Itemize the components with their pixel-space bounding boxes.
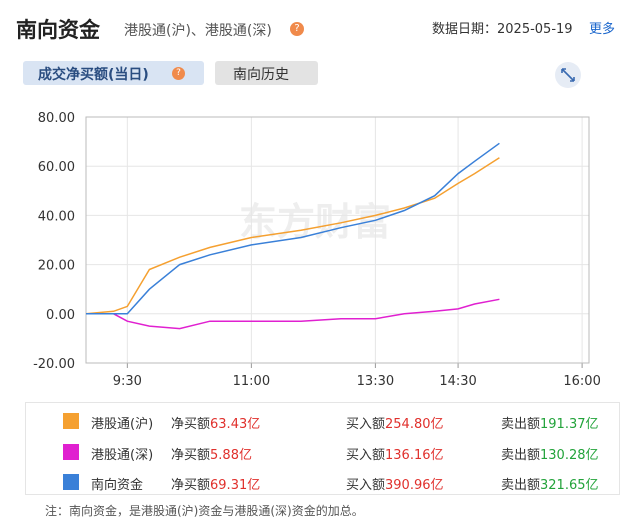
summary-cell: 买入额390.96亿 xyxy=(346,474,444,493)
summary-label: 买入额 xyxy=(346,447,386,463)
summary-value: 321.65亿 xyxy=(540,478,599,493)
y-tick-label: 80.00 xyxy=(38,111,75,126)
subtitle: 港股通(沪)、港股通(深) xyxy=(124,23,272,39)
y-tick-label: -20.00 xyxy=(33,357,75,372)
summary-cell: 净买额5.88亿 xyxy=(171,444,252,463)
summary-value: 63.43亿 xyxy=(210,417,261,432)
legend-swatch xyxy=(63,474,79,490)
summary-cell: 卖出额321.65亿 xyxy=(501,474,599,493)
x-tick-label: 11:00 xyxy=(233,374,270,389)
summary-value: 390.96亿 xyxy=(385,478,444,493)
summary-cell: 净买额69.31亿 xyxy=(171,474,260,493)
y-tick-label: 20.00 xyxy=(38,259,75,274)
summary-cell: 买入额254.80亿 xyxy=(346,413,444,432)
legend-swatch xyxy=(63,413,79,429)
x-tick-label: 16:00 xyxy=(563,374,600,389)
note: 注：南向资金，是港股通(沪)资金与港股通(深)资金的加总。 xyxy=(45,504,364,518)
legend-row: 港股通(沪) 净买额63.43亿 买入额254.80亿 卖出额191.37亿 xyxy=(51,406,638,436)
legend-name: 港股通(深) xyxy=(91,447,154,463)
summary-value: 69.31亿 xyxy=(210,478,261,493)
summary-cell: 净买额63.43亿 xyxy=(171,413,260,432)
date-label: 数据日期：2025-05-19 xyxy=(432,22,573,37)
x-tick-label: 9:30 xyxy=(113,374,142,389)
tab[interactable]: 南向历史 xyxy=(215,61,318,85)
legend-row: 港股通(深) 净买额5.88亿 买入额136.16亿 卖出额130.28亿 xyxy=(51,437,638,467)
x-tick-label: 13:30 xyxy=(357,374,394,389)
summary-label: 净买额 xyxy=(171,447,211,463)
summary-label: 买入额 xyxy=(346,478,386,493)
summary-label: 卖出额 xyxy=(501,447,541,463)
x-tick-label: 14:30 xyxy=(439,374,476,389)
summary-label: 卖出额 xyxy=(501,417,541,432)
summary-value: 5.88亿 xyxy=(210,447,252,463)
series-line xyxy=(86,142,500,315)
help-icon[interactable]: ? xyxy=(172,67,185,80)
summary-label: 买入额 xyxy=(346,417,386,432)
y-tick-label: 60.00 xyxy=(38,160,75,175)
tab-label: 南向历史 xyxy=(233,67,289,83)
legend-name: 南向资金 xyxy=(91,478,144,493)
y-tick-label: 40.00 xyxy=(38,209,75,224)
tab-label: 成交净买额(当日) xyxy=(38,67,149,83)
summary-cell: 卖出额130.28亿 xyxy=(501,444,599,463)
legend-row: 南向资金 净买额69.31亿 买入额390.96亿 卖出额321.65亿 xyxy=(51,467,638,497)
summary-label: 净买额 xyxy=(171,417,211,432)
summary-value: 130.28亿 xyxy=(540,447,599,463)
legend-swatch xyxy=(63,443,79,460)
legend-table: 港股通(沪) 净买额63.43亿 买入额254.80亿 卖出额191.37亿 港股通(深… xyxy=(25,402,620,495)
title: 南向资金 xyxy=(16,18,100,42)
y-tick-label: 0.00 xyxy=(46,308,75,323)
summary-value: 191.37亿 xyxy=(540,417,599,432)
help-icon[interactable]: ? xyxy=(290,22,304,36)
summary-label: 净买额 xyxy=(171,478,211,493)
summary-value: 136.16亿 xyxy=(385,447,444,463)
summary-cell: 卖出额191.37亿 xyxy=(501,413,599,432)
series-line xyxy=(85,157,500,315)
legend-name: 港股通(沪) xyxy=(91,417,154,432)
plot-border xyxy=(85,116,590,364)
summary-cell: 买入额136.16亿 xyxy=(346,444,444,463)
more-link[interactable]: 更多 xyxy=(589,22,616,37)
series-line xyxy=(86,298,500,330)
summary-value: 254.80亿 xyxy=(385,417,444,432)
tab-active[interactable]: 成交净买额(当日) ? xyxy=(23,61,204,85)
summary-label: 卖出额 xyxy=(501,478,541,493)
expand-button[interactable] xyxy=(554,61,582,89)
